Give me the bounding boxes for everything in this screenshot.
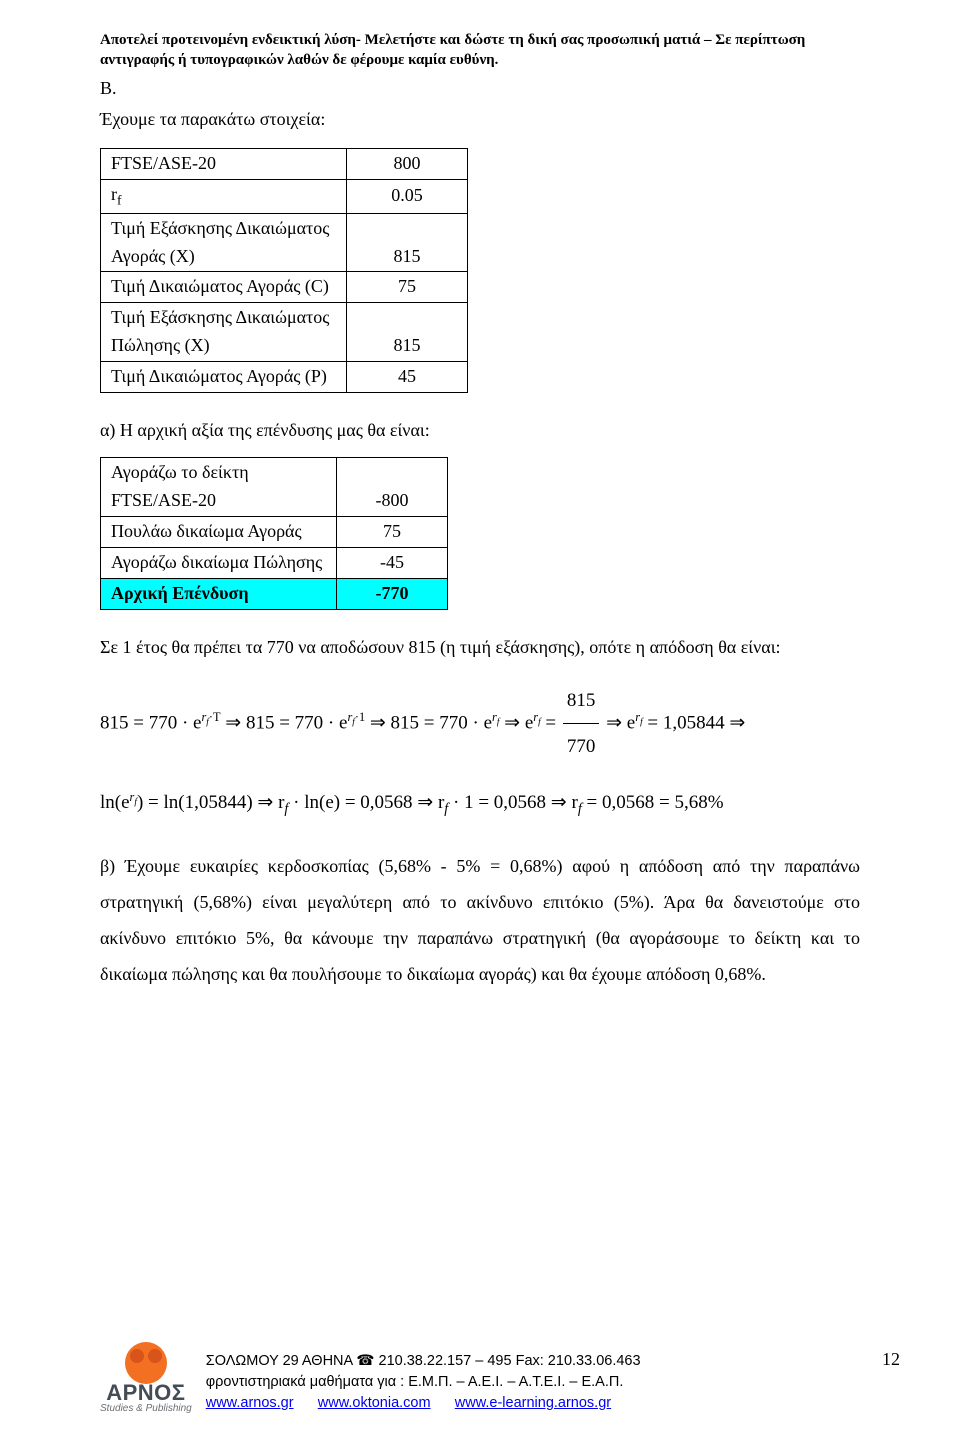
disclaimer-text: Αποτελεί προτεινομένη ενδεικτική λύση- Μ… <box>100 30 860 71</box>
footer-link-oktonia[interactable]: www.oktonia.com <box>318 1395 431 1411</box>
alpha-text: α) Η αρχική αξία της επένδυσης μας θα εί… <box>100 413 860 447</box>
cell-label: Αγοράζω το δείκτη FTSE/ASE-20 <box>101 458 337 517</box>
table-row: Αρχική Επένδυση -770 <box>101 578 448 609</box>
cell-label: FTSE/ASE-20 <box>101 149 347 180</box>
cell-value: -770 <box>337 578 448 609</box>
m: ⇒ 815 = 770 · e <box>365 712 492 733</box>
table-row: Τιμή Εξάσκησης Δικαιώματος Πώλησης (X) 8… <box>101 303 468 362</box>
cell-value: -45 <box>337 547 448 578</box>
cell-label: Πουλάω δικαίωμα Αγοράς <box>101 517 337 548</box>
footer-center: ΣΟΛΩΜΟΥ 29 ΑΘΗΝΑ ☎ 210.38.22.157 – 495 F… <box>206 1351 868 1414</box>
cell-value: 815 <box>347 213 468 272</box>
footer-line-2: φροντιστηριακά μαθήματα για : Ε.Μ.Π. – Α… <box>206 1374 624 1390</box>
m: ⇒ e <box>601 712 635 733</box>
cell-value: 75 <box>337 517 448 548</box>
cell-label: Τιμή Εξάσκησης Δικαιώματος Πώλησης (X) <box>101 303 347 362</box>
footer-line-1a: ΣΟΛΩΜΟΥ 29 ΑΘΗΝΑ <box>206 1353 357 1369</box>
math-line-1: 815 = 770 · erf·T ⇒ 815 = 770 · erf·1 ⇒ … <box>100 678 860 770</box>
cell-value: -800 <box>337 458 448 517</box>
m: ⇒ e <box>499 712 533 733</box>
frac-den: 770 <box>563 724 600 770</box>
logo-text: ΑΡΝΟΣ <box>106 1382 185 1404</box>
cell-label: Τιμή Εξάσκησης Δικαιώματος Αγοράς (Χ) <box>101 213 347 272</box>
stats-table-1: FTSE/ASE-20 800 rf 0.05 Τιμή Εξάσκησης Δ… <box>100 148 468 393</box>
cell-value: 0.05 <box>347 180 468 214</box>
m: ) = ln(1,05844) ⇒ r <box>137 792 284 813</box>
m: 815 = 770 · e <box>100 712 201 733</box>
cell-value: 45 <box>347 362 468 393</box>
cell-label: Αγοράζω δικαίωμα Πώλησης <box>101 547 337 578</box>
table-row: Πουλάω δικαίωμα Αγοράς 75 <box>101 517 448 548</box>
cell-value: 75 <box>347 272 468 303</box>
stats-table-2: Αγοράζω το δείκτη FTSE/ASE-20 -800 Πουλά… <box>100 457 448 609</box>
cell-label: Αρχική Επένδυση <box>101 578 337 609</box>
cell-label: rf <box>101 180 347 214</box>
m: = 1,05844 ⇒ <box>643 712 746 733</box>
para-b: β) Έχουμε ευκαιρίες κερδοσκοπίας (5,68% … <box>100 848 860 992</box>
m: = 0,0568 = 5,68% <box>582 792 724 813</box>
m: ⇒ 815 = 770 · e <box>221 712 348 733</box>
frac-num: 815 <box>563 678 600 725</box>
section-label: B. <box>100 75 860 103</box>
para-a: Σε 1 έτος θα πρέπει τα 770 να αποδώσουν … <box>100 630 860 664</box>
cell-label: Τιμή Δικαιώματος Αγοράς (C) <box>101 272 347 303</box>
page: Αποτελεί προτεινομένη ενδεικτική λύση- Μ… <box>0 0 960 1442</box>
m: ln(e <box>100 792 130 813</box>
logo-icon <box>125 1342 167 1384</box>
footer-link-elearning[interactable]: www.e-learning.arnos.gr <box>455 1395 611 1411</box>
math-line-2: ln(erf) = ln(1,05844) ⇒ rf · ln(e) = 0,0… <box>100 780 860 826</box>
intro-text: Έχουμε τα παρακάτω στοιχεία: <box>100 106 860 134</box>
page-number: 12 <box>882 1346 900 1374</box>
footer-link-arnos[interactable]: www.arnos.gr <box>206 1395 294 1411</box>
table-row: FTSE/ASE-20 800 <box>101 149 468 180</box>
table-row: Τιμή Δικαιώματος Αγοράς (P) 45 <box>101 362 468 393</box>
cell-value: 815 <box>347 303 468 362</box>
table-row: rf 0.05 <box>101 180 468 214</box>
label-sub: f <box>117 193 122 208</box>
cell-value: 800 <box>347 149 468 180</box>
table-row: Αγοράζω δικαίωμα Πώλησης -45 <box>101 547 448 578</box>
m: · ln(e) = 0,0568 ⇒ r <box>288 792 444 813</box>
cell-label: Τιμή Δικαιώματος Αγοράς (P) <box>101 362 347 393</box>
table-row: Τιμή Δικαιώματος Αγοράς (C) 75 <box>101 272 468 303</box>
footer-line-1b: ☎ 210.38.22.157 – 495 Fax: 210.33.06.463 <box>356 1353 640 1369</box>
footer: ΑΡΝΟΣ Studies & Publishing ΣΟΛΩΜΟΥ 29 ΑΘ… <box>100 1342 900 1414</box>
logo: ΑΡΝΟΣ Studies & Publishing <box>100 1342 192 1414</box>
table-row: Τιμή Εξάσκησης Δικαιώματος Αγοράς (Χ) 81… <box>101 213 468 272</box>
fraction: 815770 <box>563 678 600 770</box>
table-row: Αγοράζω το δείκτη FTSE/ASE-20 -800 <box>101 458 448 517</box>
logo-sub: Studies & Publishing <box>100 1404 192 1414</box>
m: · 1 = 0,0568 ⇒ r <box>448 792 578 813</box>
